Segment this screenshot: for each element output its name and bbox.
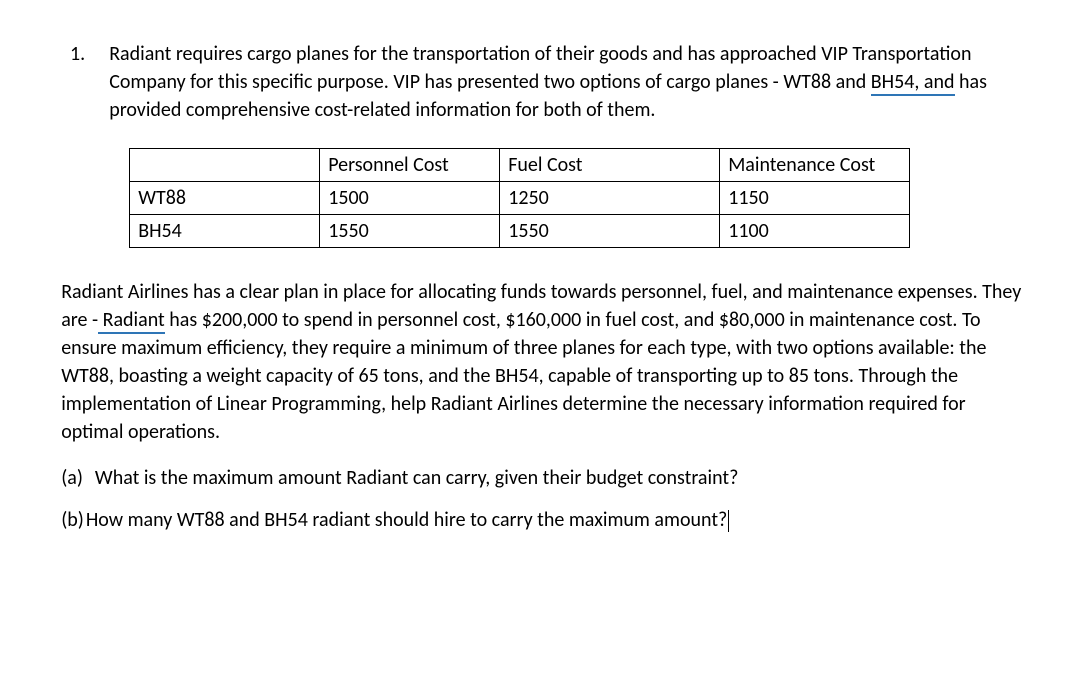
- header-blank: [130, 149, 320, 182]
- grammar-underline: Radiant: [98, 308, 165, 334]
- table-header-row: Personnel Cost Fuel Cost Maintenance Cos…: [130, 149, 910, 182]
- intro-paragraph: Radiant requires cargo planes for the tr…: [109, 40, 1022, 124]
- cell-maintenance: 1100: [720, 215, 910, 248]
- sub-a-label: (a): [61, 464, 83, 492]
- question-block: 1. Radiant requires cargo planes for the…: [60, 40, 1022, 548]
- header-personnel: Personnel Cost: [320, 149, 500, 182]
- grammar-underline: BH54, and: [871, 70, 955, 96]
- para2-post: has $200,000 to spend in personnel cost,…: [61, 308, 986, 444]
- header-maintenance: Maintenance Cost: [720, 149, 910, 182]
- question-body: Radiant requires cargo planes for the tr…: [109, 40, 1022, 548]
- sub-b-label: (b): [61, 506, 84, 534]
- cell-fuel: 1250: [500, 182, 720, 215]
- cell-maintenance: 1150: [720, 182, 910, 215]
- row-label: BH54: [130, 215, 320, 248]
- cost-table: Personnel Cost Fuel Cost Maintenance Cos…: [129, 148, 910, 248]
- cell-personnel: 1500: [320, 182, 500, 215]
- header-fuel: Fuel Cost: [500, 149, 720, 182]
- cell-fuel: 1550: [500, 215, 720, 248]
- table-row: BH54 1550 1550 1100: [130, 215, 910, 248]
- constraint-paragraph: Radiant Airlines has a clear plan in pla…: [61, 278, 1022, 446]
- sub-a-text: What is the maximum amount Radiant can c…: [95, 466, 738, 490]
- intro-text-pre: Radiant requires cargo planes for the tr…: [109, 42, 971, 94]
- cell-personnel: 1550: [320, 215, 500, 248]
- sub-b-text: How many WT88 and BH54 radiant should hi…: [86, 508, 728, 532]
- sub-question-b: (b)How many WT88 and BH54 radiant should…: [61, 506, 1022, 534]
- table-row: WT88 1500 1250 1150: [130, 182, 910, 215]
- row-label: WT88: [130, 182, 320, 215]
- text-cursor: [728, 510, 729, 532]
- sub-question-a: (a) What is the maximum amount Radiant ca…: [61, 464, 1022, 492]
